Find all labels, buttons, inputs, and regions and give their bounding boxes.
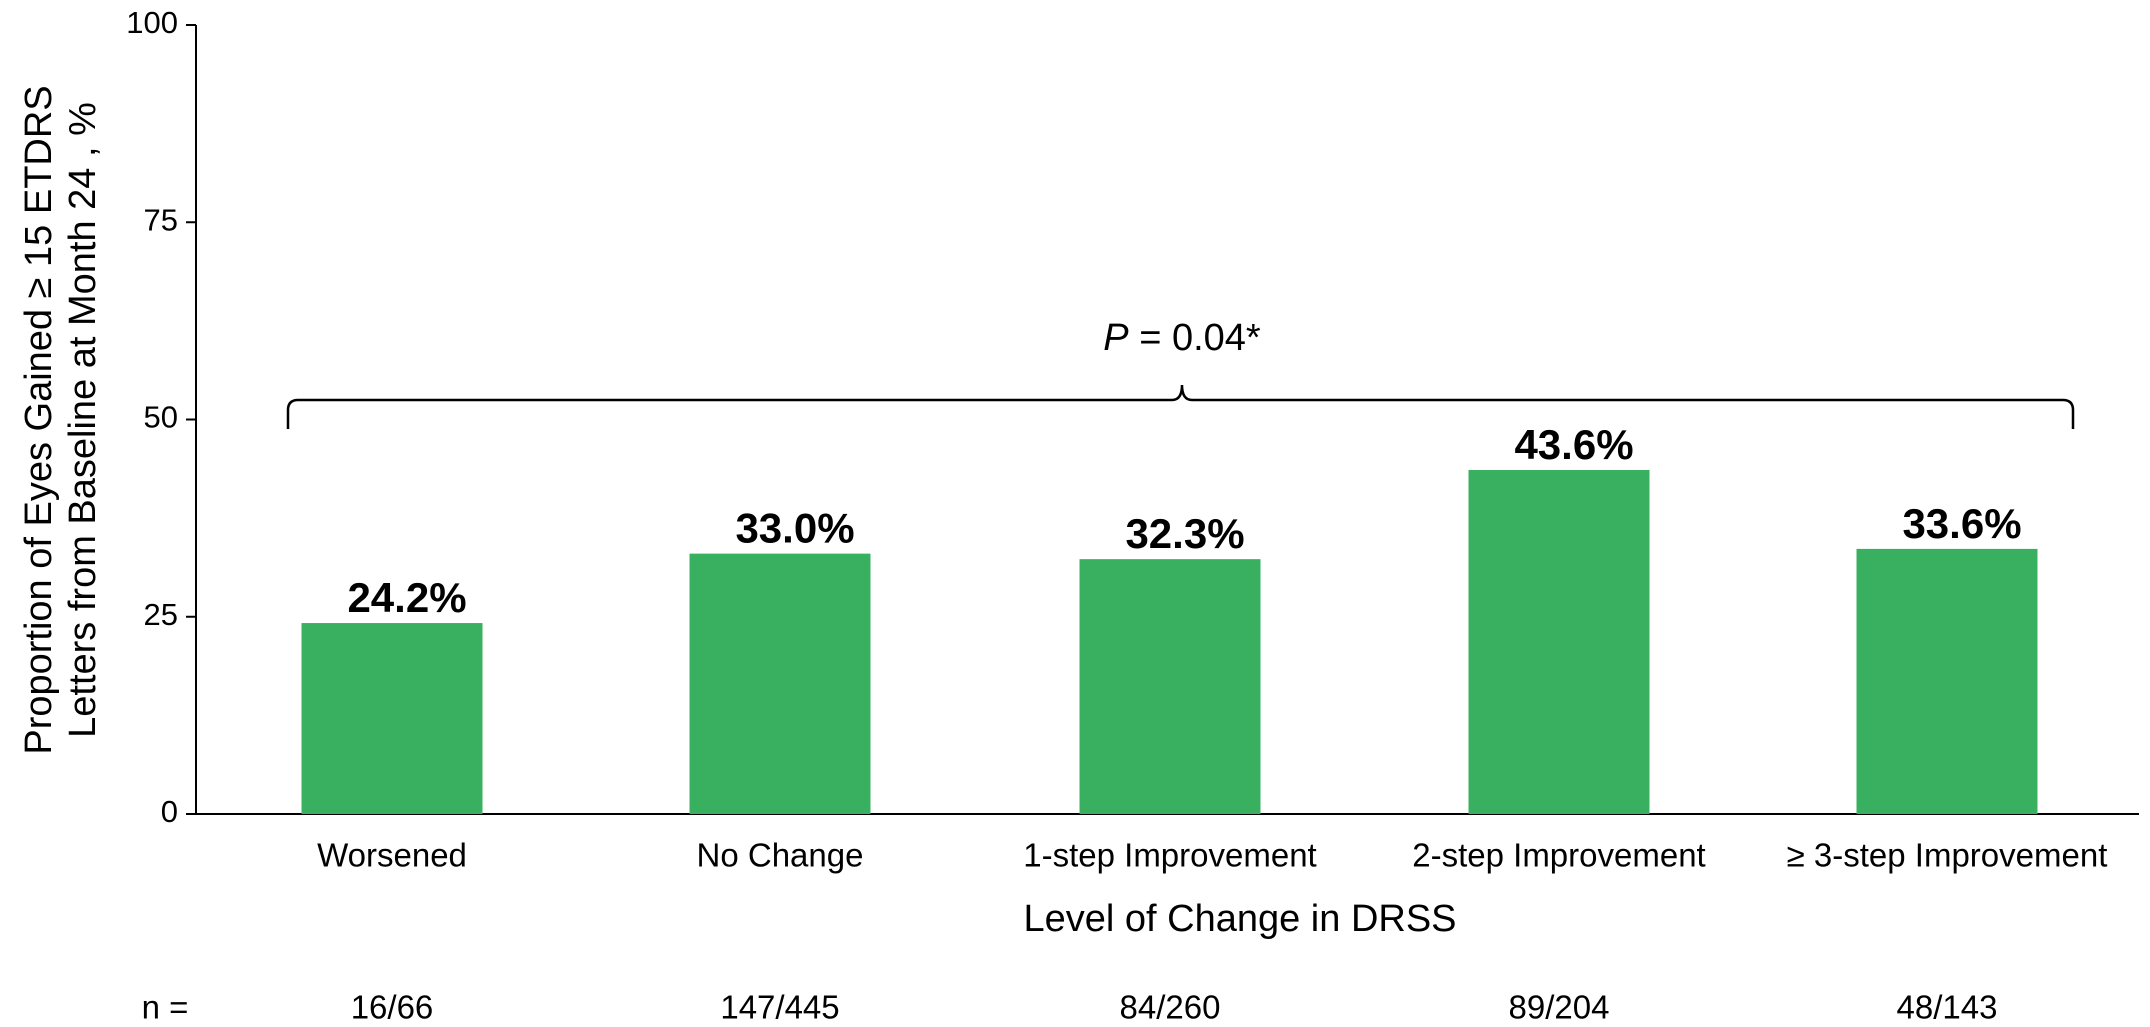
n-value: 147/445: [720, 989, 839, 1026]
y-tick-label: 75: [144, 202, 178, 237]
value-label: 32.3%: [1125, 510, 1244, 557]
x-tick-label: 2-step Improvement: [1412, 837, 1705, 874]
value-label: 33.6%: [1902, 500, 2021, 547]
bar: [689, 553, 871, 814]
bar: [301, 623, 483, 814]
value-label: 33.0%: [735, 505, 854, 552]
bar: [1468, 469, 1650, 814]
x-tick-label: ≥ 3-step Improvement: [1787, 837, 2108, 874]
p-value: = 0.04*: [1129, 317, 1261, 359]
n-value: 89/204: [1509, 989, 1610, 1026]
y-axis-title-line: Proportion of Eyes Gained ≥ 15 ETDRS: [18, 85, 60, 754]
bar: [1856, 548, 2038, 814]
x-tick-label: No Change: [697, 837, 864, 874]
n-label: n =: [142, 989, 189, 1026]
bar: [1079, 559, 1261, 814]
value-label: 43.6%: [1514, 421, 1633, 468]
x-axis-title: Level of Change in DRSS: [1023, 898, 1456, 940]
x-tick-label: Worsened: [317, 837, 467, 874]
significance-bracket: [286, 384, 2075, 429]
x-tick-label: 1-step Improvement: [1023, 837, 1316, 874]
n-value: 48/143: [1897, 989, 1998, 1026]
y-axis-title: Proportion of Eyes Gained ≥ 15 ETDRS Let…: [18, 85, 104, 754]
y-tick-label: 25: [144, 597, 178, 632]
n-value: 84/260: [1120, 989, 1221, 1026]
value-label: 24.2%: [347, 574, 466, 621]
y-tick-label: 50: [144, 400, 178, 435]
p-symbol: P: [1103, 317, 1129, 359]
p-value-annotation: P = 0.04*: [1103, 317, 1261, 359]
y-tick-label: 0: [161, 794, 178, 829]
y-axis-title-line: Letters from Baseline at Month 24 , %: [62, 102, 104, 738]
n-value: 16/66: [351, 989, 434, 1026]
y-tick-label: 100: [126, 5, 178, 40]
